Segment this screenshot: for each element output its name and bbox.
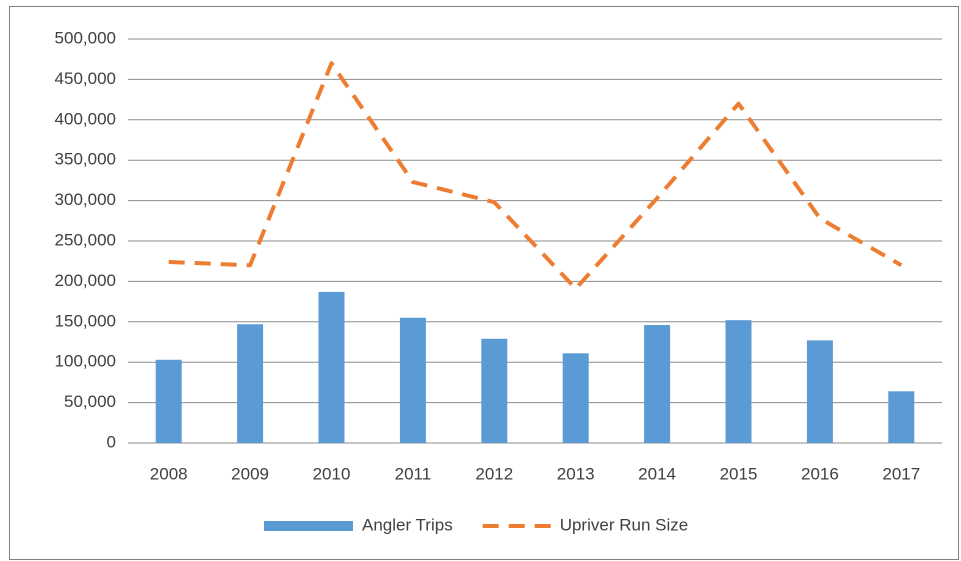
x-tick-label: 2016 [801,464,839,483]
bar [806,340,833,443]
x-tick-label: 2014 [638,464,676,483]
y-tick-label: 200,000 [55,271,116,290]
bar [318,291,345,443]
x-tick-label: 2017 [882,464,920,483]
y-tick-label: 100,000 [55,352,116,371]
bar [237,324,264,443]
bar [155,359,182,443]
y-tick-label: 300,000 [55,190,116,209]
y-tick-label: 450,000 [55,69,116,88]
y-tick-label: 350,000 [55,150,116,169]
x-tick-label: 2010 [313,464,351,483]
x-tick-label: 2013 [557,464,595,483]
x-tick-label: 2008 [150,464,188,483]
y-tick-label: 500,000 [55,28,116,47]
x-tick-label: 2015 [720,464,758,483]
x-tick-label: 2012 [475,464,513,483]
legend-label: Upriver Run Size [560,515,689,534]
x-tick-label: 2009 [231,464,269,483]
legend-label: Angler Trips [362,515,453,534]
line-series [168,61,903,291]
bar [725,320,752,443]
bar [888,391,915,443]
y-tick-label: 0 [107,432,116,451]
bar [399,317,426,443]
y-tick-label: 150,000 [55,311,116,330]
x-tick-label: 2011 [395,464,432,483]
y-tick-label: 50,000 [64,392,116,411]
y-tick-label: 400,000 [55,109,116,128]
y-tick-label: 250,000 [55,230,116,249]
bar [562,353,589,443]
bar [481,338,508,443]
legend-swatch [264,521,353,531]
chart-frame [9,6,959,560]
bar [644,325,671,443]
